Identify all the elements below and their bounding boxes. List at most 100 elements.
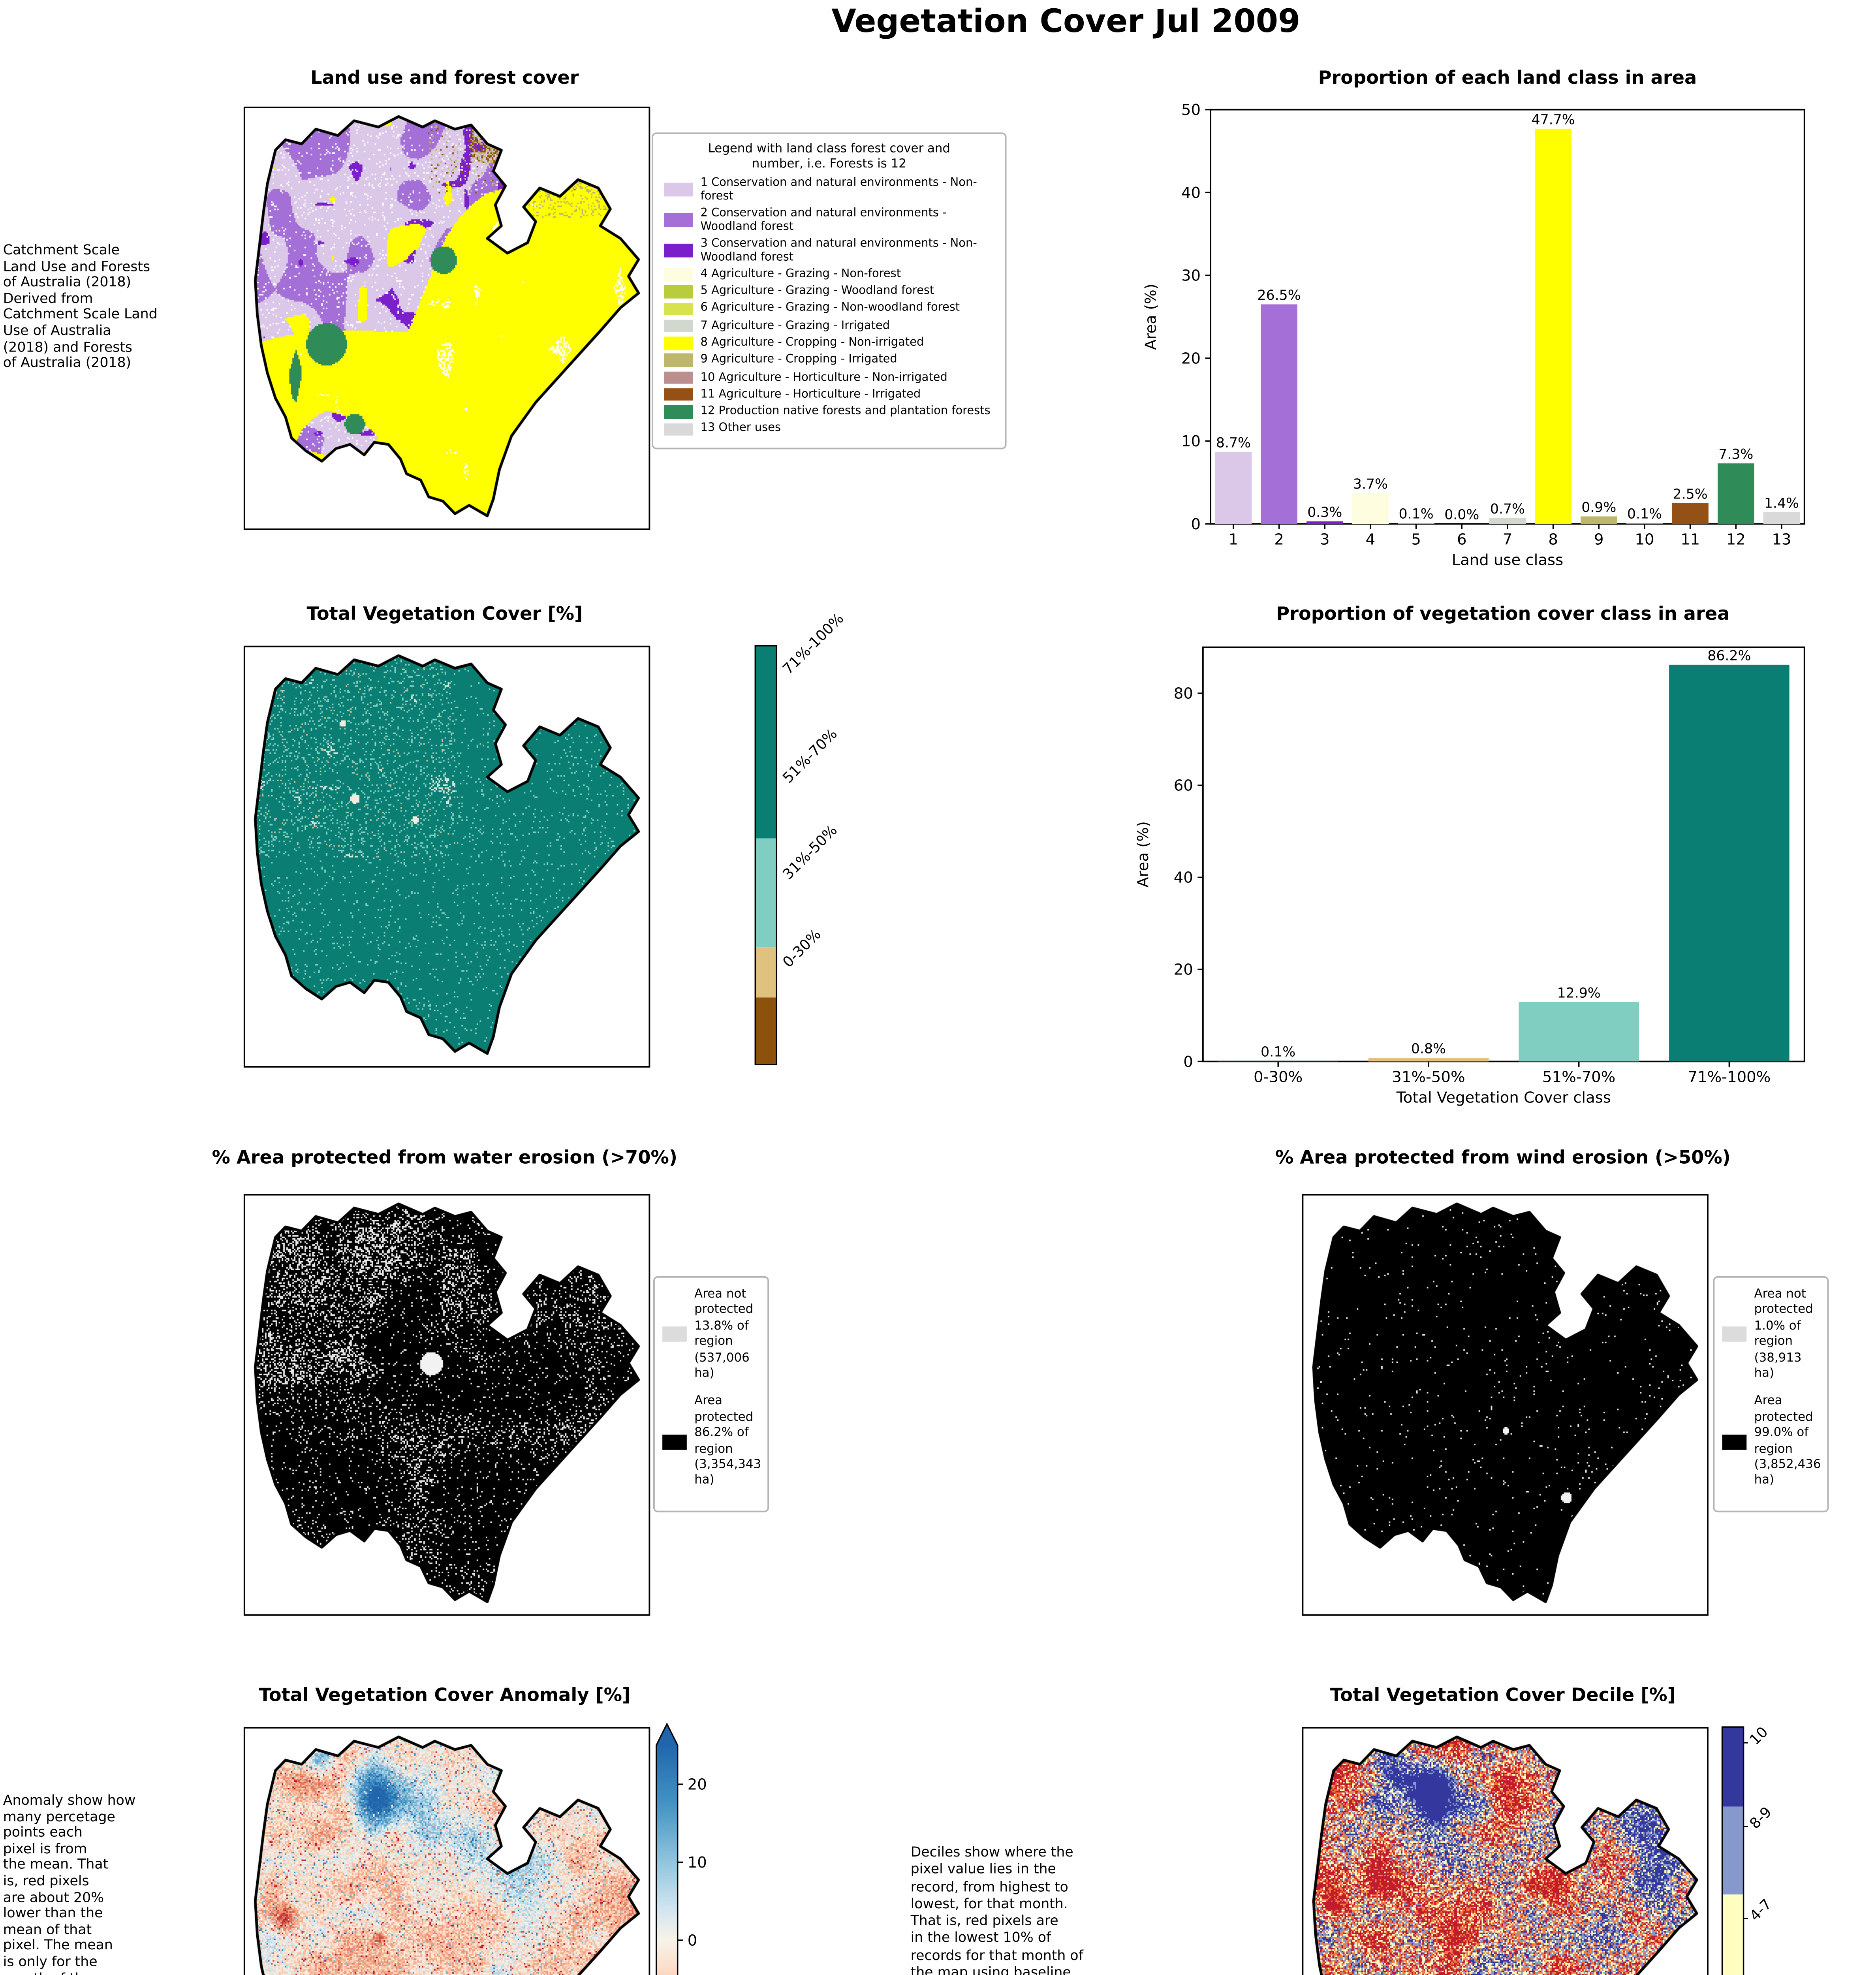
- legend-text: Area not protected 1.0% of region (38,91…: [1754, 1287, 1813, 1380]
- anomaly-cbar-tick-label: 20: [688, 1776, 707, 1794]
- legend-entry: Area protected 99.0% of region (3,852,43…: [1722, 1394, 1821, 1489]
- decile-cbar-segment: [1722, 1894, 1744, 1975]
- legend-item-class-3: 3 Conservation and natural environments …: [664, 236, 994, 264]
- legend-swatch: [664, 244, 693, 258]
- vegclass-chart-title: Proportion of vegetation cover class in …: [1276, 603, 1730, 624]
- decile-cbar-label: 4-7: [1746, 1896, 1775, 1924]
- vegclass-bar-chart: 0 20 40 60 80 0.1% 0-30% 0.8% 31%-50% 12.9% 51%-70…: [1134, 646, 1805, 1106]
- bar-11: [1672, 503, 1709, 524]
- veg-cbar-segment: [755, 997, 777, 1065]
- anomaly-map-canvas: [245, 1728, 649, 1975]
- decile-cbar-segment: [1722, 1806, 1744, 1895]
- x-tick-label: 31%-50%: [1392, 1068, 1465, 1086]
- landuse-map: [243, 106, 650, 530]
- legend-text: Area not protected 13.8% of region (537,…: [694, 1287, 754, 1380]
- legend-label: 2 Conservation and natural environments …: [700, 205, 947, 233]
- bar-value-label: 1.4%: [1764, 495, 1799, 511]
- legend-swatch: [664, 183, 693, 197]
- legend-item-class-10: 10 Agriculture - Horticulture - Non-irri…: [664, 369, 994, 384]
- axes-frame: [1202, 646, 1805, 1063]
- vegcover-title: Total Vegetation Cover [%]: [306, 603, 583, 624]
- axes-frame: [1210, 109, 1805, 525]
- anomaly-cbar-body: [655, 1722, 679, 1975]
- landuse-legend-title: Legend with land class forest cover and …: [708, 141, 951, 171]
- bar-4: [1352, 493, 1389, 524]
- anomaly-cbar-tick-label: 10: [688, 1854, 707, 1872]
- landclass-chart-title: Proportion of each land class in area: [1318, 67, 1697, 88]
- legend-text: Area protected 99.0% of region (3,852,43…: [1754, 1394, 1821, 1487]
- x-tick-label: 3: [1320, 530, 1330, 548]
- legend-label: 5 Agriculture - Grazing - Woodland fores…: [700, 283, 934, 297]
- bar-12: [1718, 463, 1754, 524]
- y-tick-label: 40: [1181, 184, 1201, 202]
- legend-swatch: [664, 423, 693, 436]
- y-tick-label: 60: [1174, 777, 1193, 795]
- anomaly-note: Anomaly show how many percetage points e…: [3, 1794, 136, 1975]
- bar-value-label: 0.1%: [1399, 506, 1434, 522]
- legend-label: 13 Other uses: [700, 421, 781, 435]
- legend-item-class-2: 2 Conservation and natural environments …: [664, 205, 994, 233]
- figure-title: Vegetation Cover Jul 2009: [831, 3, 1301, 40]
- legend-entry: Area protected 86.2% of region (3,354,34…: [662, 1394, 761, 1489]
- bar-value-label: 0.9%: [1581, 500, 1616, 515]
- legend-label: 11 Agriculture - Horticulture - Irrigate…: [700, 386, 921, 401]
- legend-item-class-12: 12 Production native forests and plantat…: [664, 404, 994, 419]
- bar-value-label: 0.3%: [1307, 504, 1342, 520]
- vegcover-map-canvas: [245, 647, 649, 1066]
- veg-cbar-segment: [755, 645, 777, 839]
- bar-value-label: 0.8%: [1411, 1041, 1446, 1057]
- legend-item-class-4: 4 Agriculture - Grazing - Non-forest: [664, 266, 994, 281]
- legend-item-class-8: 8 Agriculture - Cropping - Non-irrigated: [664, 335, 994, 350]
- x-tick-label: 0-30%: [1254, 1068, 1303, 1086]
- bar-value-label: 0.1%: [1627, 506, 1662, 522]
- legend-label: 10 Agriculture - Horticulture - Non-irri…: [700, 369, 947, 384]
- bar-3: [1306, 521, 1343, 524]
- bar-8: [1535, 128, 1571, 524]
- bar-value-label: 12.9%: [1557, 985, 1601, 1001]
- legend-swatch: [1722, 1326, 1747, 1342]
- legend-item-class-6: 6 Agriculture - Grazing - Non-woodland f…: [664, 301, 994, 316]
- bar-5: [1398, 523, 1434, 524]
- bar-value-label: 8.7%: [1216, 435, 1251, 451]
- legend-label: 4 Agriculture - Grazing - Non-forest: [700, 266, 901, 280]
- legend-swatch: [664, 214, 693, 227]
- y-tick-label: 0: [1191, 515, 1201, 533]
- x-tick-label: 12: [1726, 530, 1746, 548]
- legend-swatch: [664, 320, 693, 333]
- x-tick-label: 1: [1229, 530, 1239, 548]
- wind-erosion-legend: Area not protected 1.0% of region (38,91…: [1713, 1276, 1829, 1512]
- wind-erosion-map: [1302, 1194, 1709, 1616]
- y-tick-label: 20: [1174, 961, 1193, 979]
- x-tick-label: 8: [1548, 530, 1558, 548]
- landuse-legend-items: 1 Conservation and natural environments …: [664, 175, 994, 436]
- legend-swatch: [664, 405, 693, 419]
- legend-item-class-5: 5 Agriculture - Grazing - Woodland fores…: [664, 283, 994, 298]
- bar-value-label: 26.5%: [1258, 288, 1301, 303]
- decile-colorbar: 108-94-72-31: [1721, 1723, 1775, 1975]
- y-tick-label: 0: [1183, 1053, 1193, 1071]
- x-tick-label: 13: [1772, 530, 1791, 548]
- landuse-map-canvas: [245, 108, 649, 529]
- decile-cbar-segment: [1722, 1727, 1744, 1807]
- legend-swatch: [1722, 1434, 1747, 1449]
- vegcover-colorbar: 71%-100%51%-70%31%-50%0-30%: [754, 610, 847, 1065]
- landuse-title: Land use and forest cover: [310, 67, 579, 88]
- legend-swatch: [664, 388, 693, 401]
- veg-cbar-label: 51%-70%: [779, 725, 840, 786]
- y-tick-label: 30: [1181, 267, 1201, 285]
- water-erosion-map: [243, 1194, 650, 1616]
- decile-title: Total Vegetation Cover Decile [%]: [1330, 1684, 1676, 1706]
- y-axis-label: Area (%): [1134, 821, 1152, 888]
- legend-label: 7 Agriculture - Grazing - Irrigated: [700, 318, 890, 332]
- y-tick-label: 50: [1181, 101, 1201, 119]
- bar-31%-50%: [1368, 1057, 1489, 1062]
- legend-swatch: [664, 337, 693, 350]
- legend-swatch: [664, 354, 693, 367]
- x-tick-label: 7: [1503, 530, 1513, 548]
- legend-swatch: [662, 1326, 687, 1342]
- legend-entry: Area not protected 13.8% of region (537,…: [662, 1287, 760, 1382]
- x-tick-label: 71%-100%: [1688, 1068, 1771, 1086]
- x-tick-label: 5: [1411, 530, 1421, 548]
